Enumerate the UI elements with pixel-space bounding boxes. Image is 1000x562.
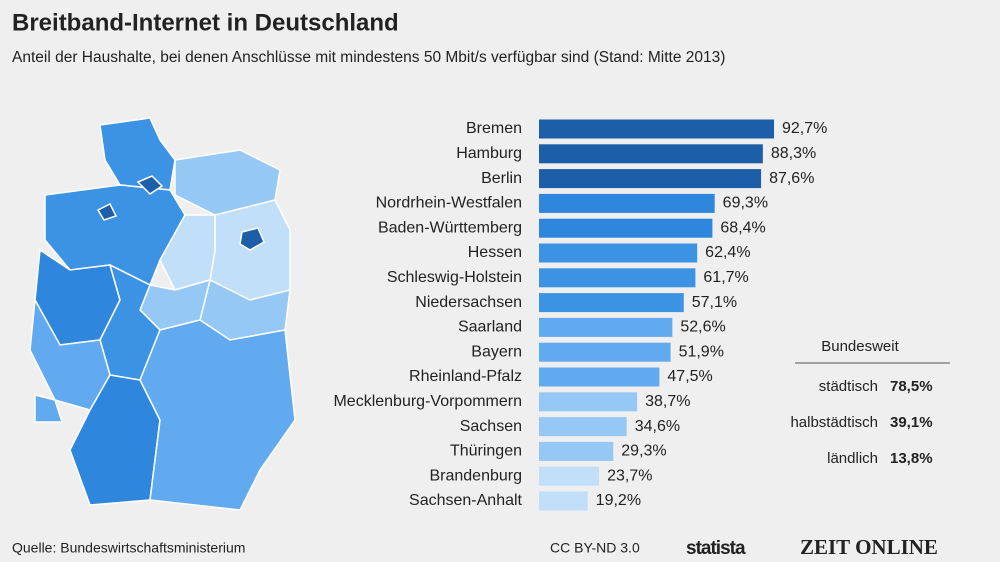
- bar: [539, 243, 698, 263]
- value-label: 19,2%: [596, 492, 641, 509]
- category-label: Mecklenburg-Vorpommern: [333, 393, 522, 410]
- value-label: 34,6%: [635, 418, 680, 435]
- bar: [539, 367, 660, 387]
- value-label: 68,4%: [720, 219, 765, 236]
- brand: statista: [686, 538, 746, 559]
- value-label: 61,7%: [703, 269, 748, 286]
- source: Quelle: Bundeswirtschaftsministerium: [12, 540, 245, 556]
- value-label: 52,6%: [680, 319, 725, 336]
- bar: [539, 417, 627, 437]
- summary-label: halbstädtisch: [790, 414, 878, 431]
- value-label: 47,5%: [667, 368, 712, 385]
- value-label: 57,1%: [692, 294, 737, 311]
- chart-subtitle: Anteil der Haushalte, bei denen Anschlüs…: [12, 49, 725, 66]
- summary-label: städtisch: [819, 378, 878, 395]
- value-label: 88,3%: [771, 145, 816, 162]
- category-label: Thüringen: [450, 443, 522, 460]
- chart-title: Breitband-Internet in Deutschland: [12, 9, 399, 36]
- bar: [539, 293, 684, 313]
- map-region: [34, 394, 64, 423]
- summary-value: 78,5%: [890, 378, 933, 395]
- category-label: Hessen: [468, 244, 522, 261]
- value-label: 23,7%: [607, 467, 652, 484]
- license: CC BY-ND 3.0: [550, 540, 640, 556]
- map-region: [139, 319, 296, 511]
- bar: [539, 119, 774, 139]
- summary-value: 39,1%: [890, 414, 933, 431]
- category-label: Saarland: [458, 319, 522, 336]
- bar: [539, 466, 600, 486]
- category-label: Schleswig-Holstein: [387, 269, 522, 286]
- value-label: 38,7%: [645, 393, 690, 410]
- category-label: Niedersachsen: [415, 294, 522, 311]
- bar: [539, 441, 614, 461]
- category-label: Hamburg: [456, 145, 522, 162]
- bar: [539, 193, 715, 213]
- category-label: Sachsen-Anhalt: [409, 492, 523, 509]
- bar: [539, 144, 763, 164]
- map-region: [239, 227, 265, 251]
- summary-label: ländlich: [827, 450, 878, 467]
- category-label: Rheinland-Pfalz: [409, 368, 522, 385]
- bar: [539, 268, 696, 288]
- bar: [539, 218, 713, 238]
- map-region: [136, 175, 164, 195]
- category-label: Berlin: [481, 170, 522, 187]
- category-label: Baden-Württemberg: [378, 219, 522, 236]
- value-label: 62,4%: [705, 244, 750, 261]
- value-label: 92,7%: [782, 120, 827, 137]
- value-label: 51,9%: [679, 343, 724, 360]
- map-region: [96, 202, 118, 221]
- summary-title: Bundesweit: [821, 338, 899, 355]
- value-label: 69,3%: [723, 195, 768, 212]
- map: [29, 117, 296, 511]
- category-label: Bremen: [466, 120, 522, 137]
- value-label: 87,6%: [769, 170, 814, 187]
- bar: [539, 491, 588, 511]
- partner: ZEIT ONLINE: [800, 535, 938, 559]
- bar: [539, 342, 671, 362]
- value-label: 29,3%: [621, 443, 666, 460]
- bar: [539, 317, 673, 337]
- summary-value: 13,8%: [890, 450, 933, 467]
- map-region: [99, 117, 176, 191]
- category-label: Sachsen: [460, 418, 522, 435]
- category-label: Nordrhein-Westfalen: [376, 195, 522, 212]
- bar: [539, 392, 638, 412]
- category-label: Brandenburg: [429, 467, 522, 484]
- bar: [539, 169, 762, 189]
- category-label: Bayern: [471, 343, 522, 360]
